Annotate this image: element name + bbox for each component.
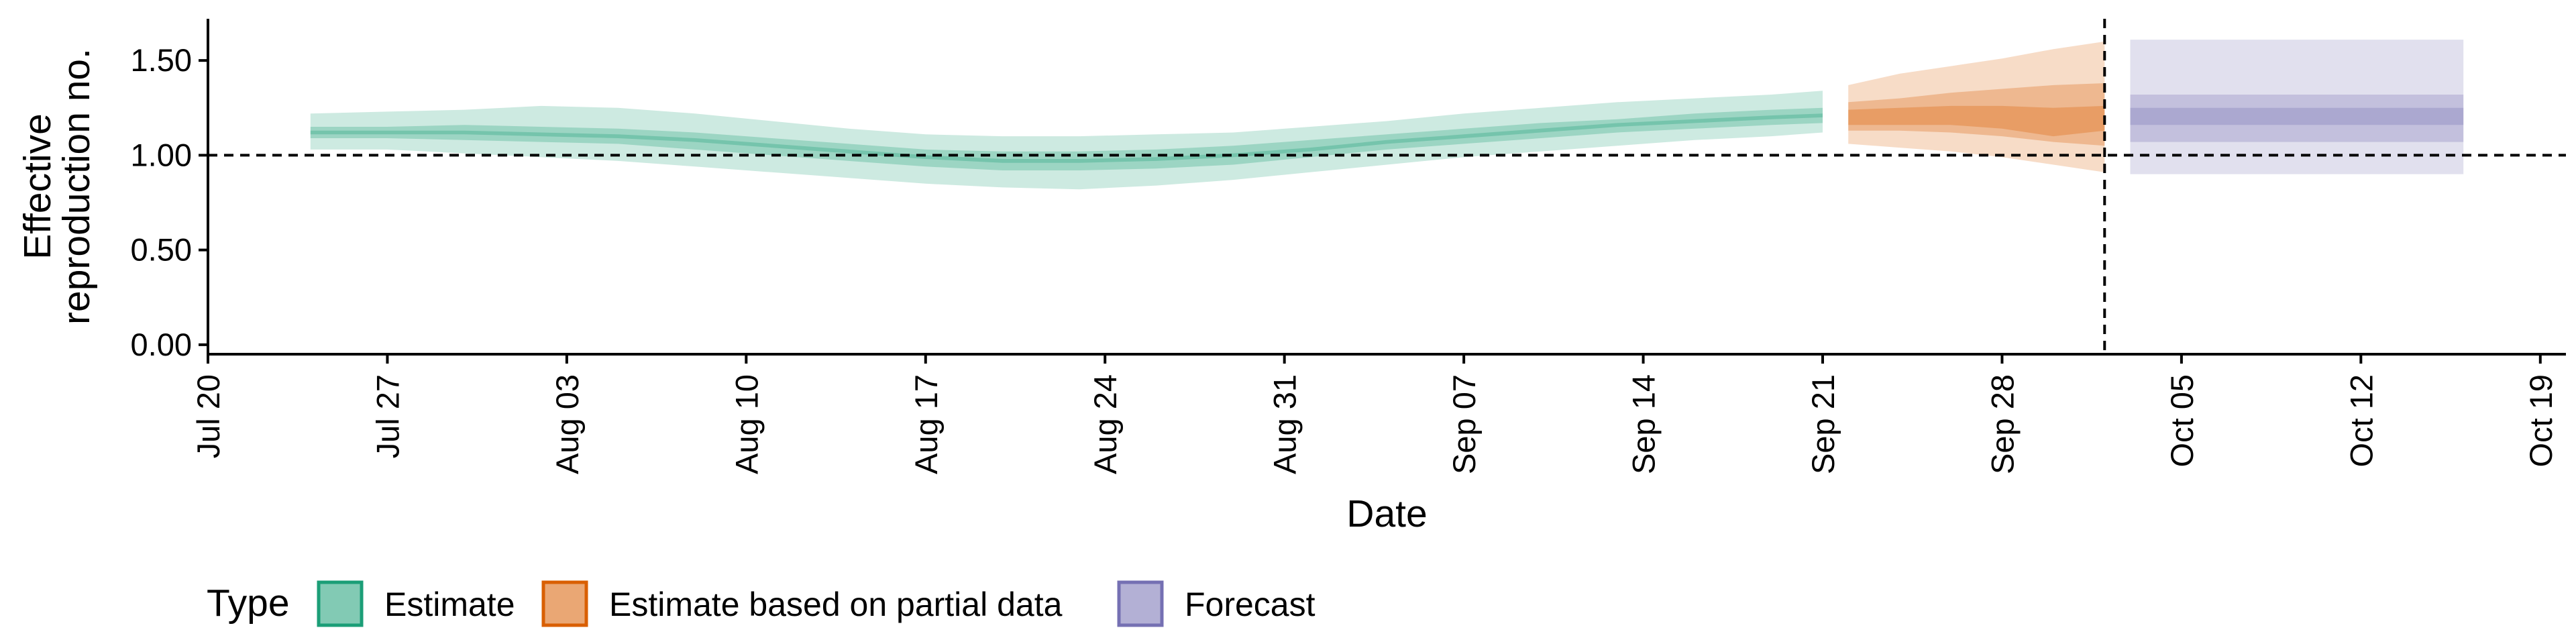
y-tick-label: 1.00 bbox=[131, 137, 192, 172]
y-axis-title-line: reproduction no. bbox=[55, 48, 98, 325]
x-tick-label: Jul 20 bbox=[191, 374, 226, 458]
legend-title: Type bbox=[207, 582, 290, 625]
legend-label: Estimate based on partial data bbox=[609, 586, 1063, 623]
x-tick-label: Aug 17 bbox=[908, 374, 944, 474]
x-tick-label: Oct 19 bbox=[2523, 374, 2559, 467]
series-estimate-based-on-partial-data bbox=[1848, 41, 2105, 172]
series-forecast bbox=[2130, 40, 2464, 174]
x-tick-label: Oct 05 bbox=[2164, 374, 2200, 467]
legend-item-estimate-based-on-partial-data: Estimate based on partial data bbox=[541, 580, 1063, 627]
reference-lines bbox=[208, 19, 2566, 354]
series-estimate bbox=[310, 91, 1823, 190]
estimate-mid-band bbox=[310, 107, 1823, 170]
legend-label: Estimate bbox=[384, 586, 515, 623]
legend-swatch bbox=[317, 580, 364, 627]
x-tick-label: Sep 07 bbox=[1446, 374, 1482, 474]
legend-swatch bbox=[541, 580, 588, 627]
x-tick-label: Jul 27 bbox=[370, 374, 405, 458]
x-tick-label: Aug 24 bbox=[1087, 374, 1123, 474]
x-tick-label: Aug 10 bbox=[729, 374, 764, 474]
x-tick-label: Oct 12 bbox=[2343, 374, 2379, 467]
y-tick-label: 0.50 bbox=[131, 232, 192, 268]
x-tick-label: Sep 14 bbox=[1626, 374, 1662, 474]
forecast-mid-band bbox=[2130, 95, 2464, 142]
legend-item-forecast: Forecast bbox=[1117, 580, 1316, 627]
x-tick-label: Aug 31 bbox=[1267, 374, 1303, 474]
y-tick-label: 0.00 bbox=[131, 327, 192, 362]
y-axis-title: Effectivereproduction no. bbox=[16, 48, 98, 325]
estimate-based-on-partial-data-outer-band bbox=[1848, 41, 2105, 172]
x-tick-label: Aug 03 bbox=[549, 374, 585, 474]
estimate-based-on-partial-data-mid-band bbox=[1848, 83, 2105, 146]
legend-label: Forecast bbox=[1185, 586, 1316, 623]
legend-swatch bbox=[1117, 580, 1164, 627]
estimate-outer-band bbox=[310, 91, 1823, 190]
legend: Type Estimate Estimate based on partial da… bbox=[207, 580, 1316, 627]
estimate-based-on-partial-data-inner-band bbox=[1848, 105, 2105, 137]
y-axis-title-line: Effective bbox=[16, 113, 59, 260]
legend-item-estimate: Estimate bbox=[317, 580, 515, 627]
ribbon-layer bbox=[310, 40, 2464, 190]
x-tick-label: Sep 21 bbox=[1805, 374, 1841, 474]
axes-layer: 0.00 0.50 1.00 1.50 Jul 20 Jul 27 Aug 03 Aug 10… bbox=[16, 19, 2566, 535]
forecast-inner-band bbox=[2130, 107, 2464, 125]
y-tick-label: 1.50 bbox=[131, 42, 192, 78]
x-axis-title: Date bbox=[1346, 492, 1427, 535]
x-tick-label: Sep 28 bbox=[1985, 374, 2021, 474]
forecast-outer-band bbox=[2130, 40, 2464, 174]
